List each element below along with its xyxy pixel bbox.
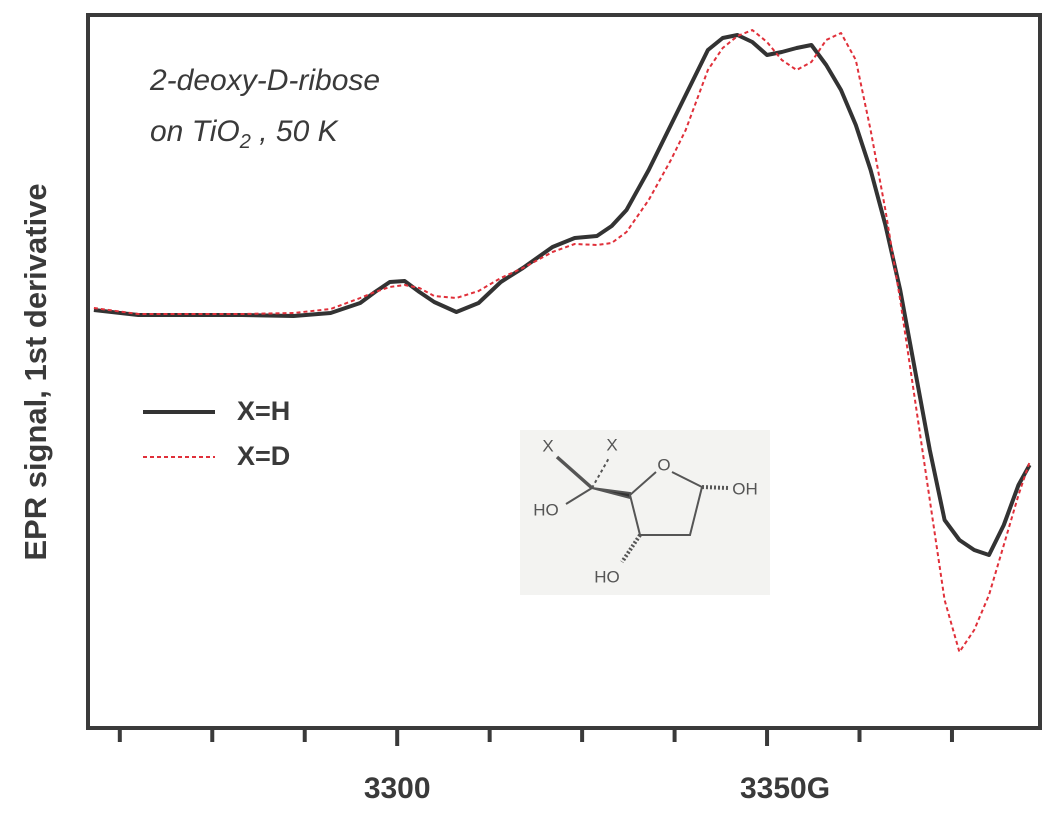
bond [701,485,729,490]
atom-label: X [542,436,553,455]
annotation-line2: on TiO2 , 50 K [150,115,340,153]
atom-label: X [606,435,617,454]
annotation-part: on TiO [150,115,240,148]
x-tick-label: 3300 [364,772,431,805]
atom-label: HO [533,500,559,519]
bond [555,455,594,490]
plot-frame [86,13,1042,730]
wedge-bond [591,487,631,500]
legend-label: X=D [237,441,290,471]
annotation-line1: 2-deoxy-D-ribose [149,64,380,97]
atom-label: O [657,455,670,474]
series-line [93,29,1031,653]
structure: X X HO O OH HO [520,430,770,595]
y-axis-title: EPR signal, 1st derivative [18,183,53,560]
x-tick-label: 3350G [740,772,830,805]
bond [620,533,642,564]
annotation-subscript: 2 [239,131,251,153]
ring [629,471,704,536]
annotation-part: , 50 K [251,115,340,148]
series-line [93,33,1032,557]
bond [565,487,593,505]
legend-label: X=H [237,396,290,426]
atom-label: OH [732,479,758,498]
atom-label: HO [594,567,620,586]
structure-background [520,430,770,595]
